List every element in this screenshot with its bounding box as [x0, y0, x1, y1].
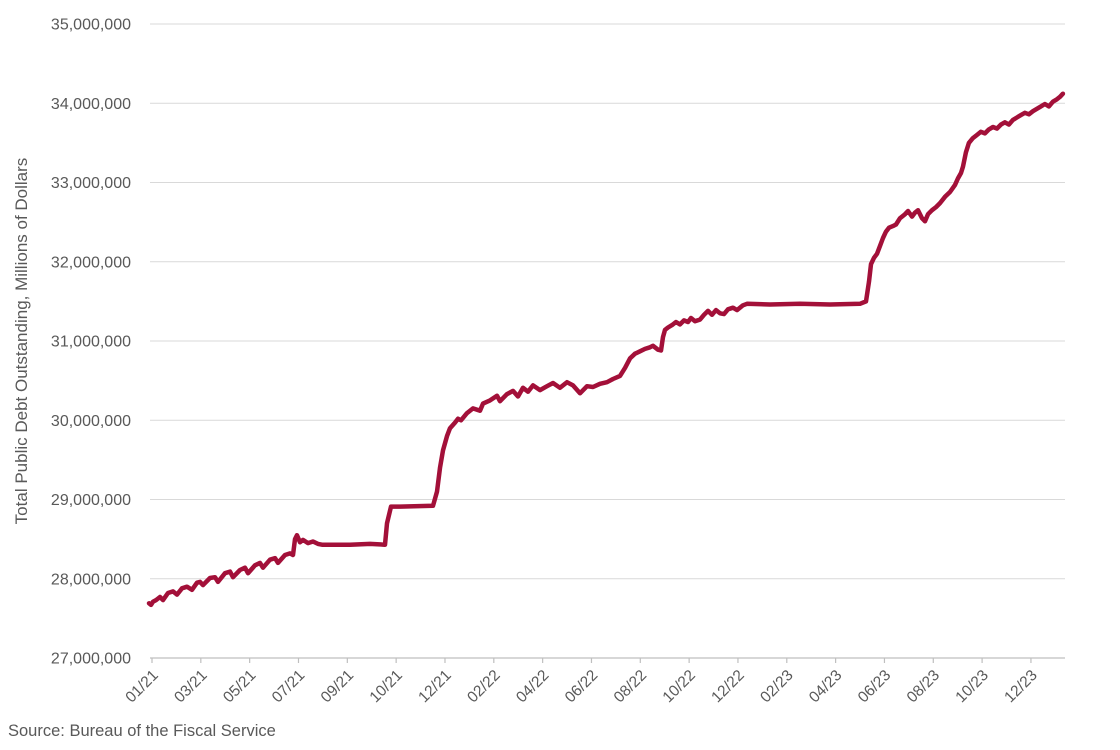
- x-axis-tick-label: 04/23: [806, 667, 845, 706]
- x-axis-tick-label: 02/23: [757, 667, 796, 706]
- y-axis-tick-label: 34,000,000: [51, 96, 131, 113]
- y-axis-tick-label: 31,000,000: [51, 334, 131, 351]
- x-axis-tick-label: 10/22: [660, 667, 699, 706]
- x-axis-tick-label: 10/21: [367, 667, 406, 706]
- y-axis-tick-label: 28,000,000: [51, 571, 131, 588]
- x-axis-tick-label: 07/21: [269, 667, 308, 706]
- x-axis-tick-label: 05/21: [220, 667, 259, 706]
- x-axis-tick-label: 10/23: [952, 667, 991, 706]
- x-axis-tick-label: 09/21: [318, 667, 357, 706]
- source-note: Source: Bureau of the Fiscal Service: [8, 722, 276, 740]
- axes-group: [150, 657, 1065, 663]
- x-axis-tick-label: 06/23: [855, 667, 894, 706]
- x-axis-tick-label: 04/22: [513, 667, 552, 706]
- y-axis-tick-label: 27,000,000: [51, 651, 131, 668]
- y-axis-tick-label: 35,000,000: [51, 17, 131, 34]
- x-axis-tick-label: 02/22: [464, 667, 503, 706]
- y-axis-tick-label: 33,000,000: [51, 175, 131, 192]
- x-axis-tick-label: 12/22: [708, 667, 747, 706]
- y-axis-title: Total Public Debt Outstanding, Millions …: [12, 158, 31, 525]
- debt-series-line: [146, 91, 1066, 608]
- gridlines-group: [150, 23, 1065, 580]
- y-axis-tick-label: 32,000,000: [51, 254, 131, 271]
- x-axis-tick-label: 03/21: [171, 667, 210, 706]
- x-axis-tick-label: 12/23: [1001, 667, 1040, 706]
- x-axis-tick-label: 01/21: [122, 667, 161, 706]
- x-axis-tick-label: 08/23: [904, 667, 943, 706]
- y-axis-tick-label: 29,000,000: [51, 492, 131, 509]
- x-axis-tick-label: 12/21: [415, 667, 454, 706]
- x-axis-tick-label: 08/22: [611, 667, 650, 706]
- x-axis-tick-label: 06/22: [562, 667, 601, 706]
- series-group: [146, 91, 1066, 608]
- y-axis-tick-label: 30,000,000: [51, 413, 131, 430]
- axis-labels-group: 27,000,000 28,000,000 29,000,000 30,000,000…: [51, 17, 1041, 707]
